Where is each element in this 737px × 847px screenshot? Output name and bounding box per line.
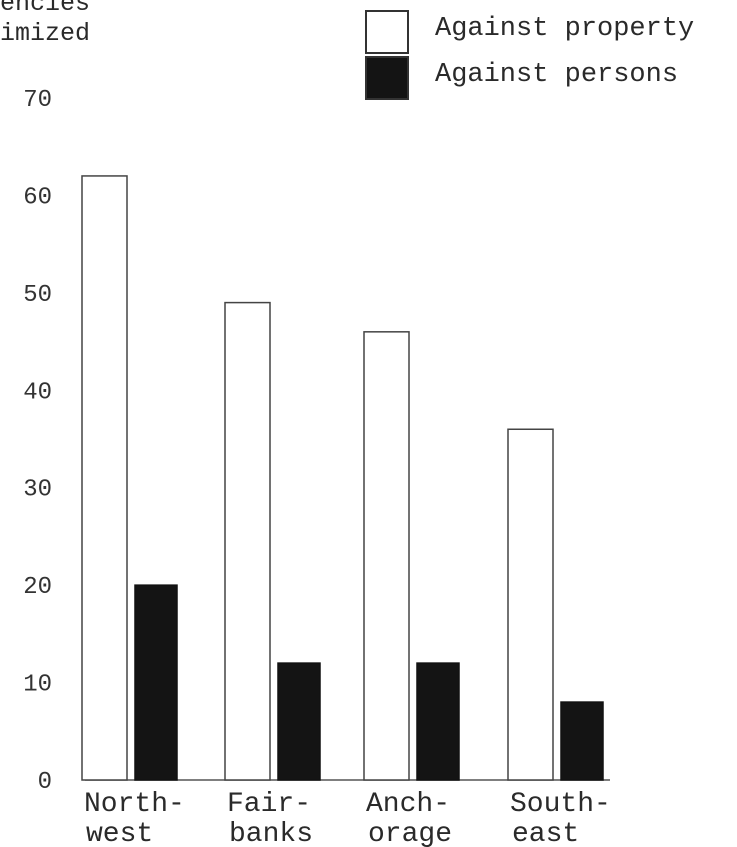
bar-against-property bbox=[224, 301, 271, 781]
x-category-label-line-2: banks bbox=[229, 819, 313, 847]
x-category-label-line-1: North- bbox=[84, 789, 185, 820]
y-tick-label: 20 bbox=[23, 574, 52, 601]
x-category-label-line-2: orage bbox=[368, 819, 452, 847]
legend-swatch-property bbox=[365, 10, 409, 54]
y-tick-label: 40 bbox=[23, 379, 52, 406]
y-tick-label: 70 bbox=[23, 87, 52, 114]
bar-against-persons bbox=[277, 662, 321, 781]
y-tick-label: 10 bbox=[23, 672, 52, 699]
bar-against-persons bbox=[416, 662, 460, 781]
y-tick-label: 30 bbox=[23, 477, 52, 504]
bar-against-property bbox=[507, 428, 554, 781]
bar-against-persons bbox=[134, 584, 178, 781]
x-category-label-line-1: Fair- bbox=[227, 789, 311, 820]
bar-against-persons bbox=[560, 701, 604, 781]
y-tick-label: 60 bbox=[23, 184, 52, 211]
y-tick-label: 50 bbox=[23, 282, 52, 309]
bar-against-property bbox=[81, 175, 128, 781]
x-category-label-line-1: South- bbox=[510, 789, 611, 820]
x-category-label-line-2: west bbox=[86, 819, 153, 847]
legend-label-property: Against property bbox=[435, 14, 695, 44]
legend-label-persons: Against persons bbox=[435, 60, 679, 90]
y-tick-label: 0 bbox=[38, 769, 52, 796]
bar-against-property bbox=[363, 331, 410, 781]
x-category-label-line-1: Anch- bbox=[366, 789, 450, 820]
y-axis-label-line-2: imized bbox=[0, 19, 91, 48]
x-category-label-line-2: east bbox=[512, 819, 579, 847]
legend-swatch-persons bbox=[365, 56, 409, 100]
y-axis-label-line-1: encies bbox=[0, 0, 91, 18]
